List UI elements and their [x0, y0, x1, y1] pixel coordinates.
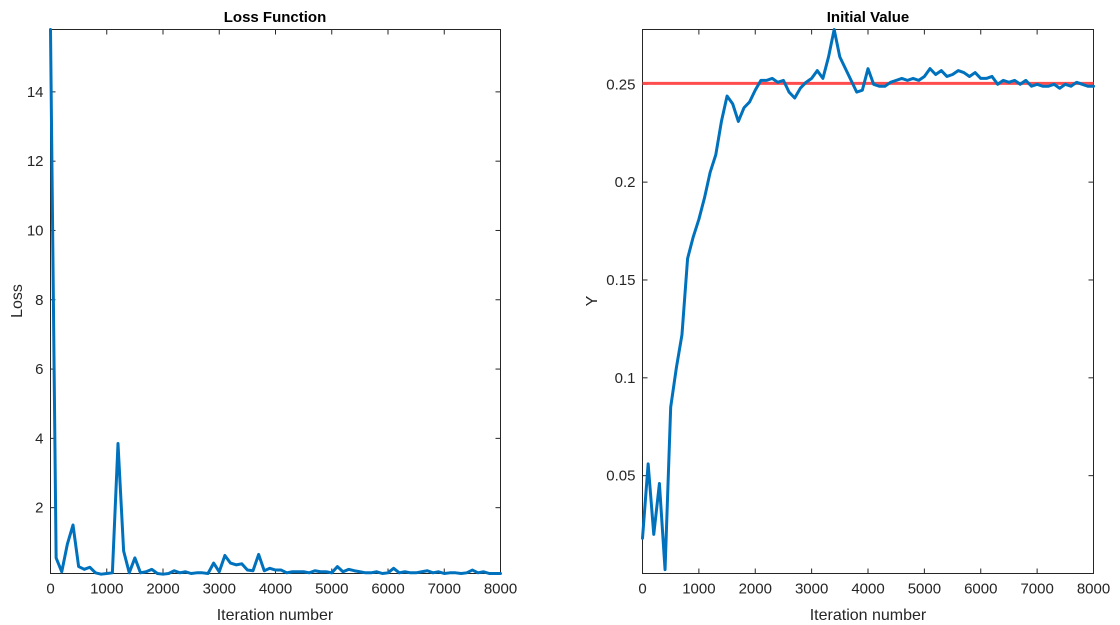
loss-x-tick-label: 6000 [371, 581, 404, 598]
loss-y-axis-label: Loss [9, 284, 26, 318]
initial-value-y-axis-label: Y [584, 295, 601, 306]
loss-y-tick-label: 4 [35, 430, 43, 447]
initial-value-x-tick-label: 1000 [682, 581, 715, 598]
initial-value-series-line [641, 28, 1095, 572]
loss-series-line [49, 28, 502, 576]
loss-x-tick-label: 3000 [203, 581, 236, 598]
loss-chart-title: Loss Function [224, 9, 327, 26]
initial-value-tick-labels: 0 1000 2000 3000 4000 5000 6000 7000 8000 0.05 0.1… [606, 76, 1110, 597]
loss-y-tick-label: 2 [35, 500, 43, 517]
loss-y-tick-label: 12 [27, 153, 44, 170]
loss-x-axis-label: Iteration number [217, 607, 334, 624]
initial-value-y-tick-label: 0.1 [615, 370, 636, 387]
loss-x-tick-label: 7000 [428, 581, 461, 598]
loss-x-tick-label: 8000 [484, 581, 517, 598]
loss-x-tick-label: 5000 [315, 581, 348, 598]
loss-function-panel: 0 1000 2000 3000 4000 5000 6000 7000 8000 2 4 6 8 10 1… [9, 9, 517, 624]
initial-value-y-tick-label: 0.05 [606, 468, 635, 485]
loss-y-tick-label: 8 [35, 292, 43, 309]
initial-value-y-tick-label: 0.15 [606, 272, 635, 289]
loss-x-tick-label: 2000 [146, 581, 179, 598]
initial-value-x-tick-label: 0 [638, 581, 646, 598]
loss-tick-labels: 0 1000 2000 3000 4000 5000 6000 7000 8000 2 4 6 8 10 1… [27, 84, 517, 598]
loss-x-tick-label: 0 [46, 581, 54, 598]
initial-value-x-tick-label: 4000 [851, 581, 884, 598]
initial-value-panel: 0 1000 2000 3000 4000 5000 6000 7000 8000 0.05 0.1… [584, 9, 1110, 624]
initial-value-y-tick-label: 0.25 [606, 76, 635, 93]
initial-value-x-tick-label: 8000 [1077, 581, 1110, 598]
initial-value-y-tick-label: 0.2 [615, 174, 636, 191]
initial-value-x-tick-label: 6000 [964, 581, 997, 598]
initial-value-x-tick-label: 7000 [1020, 581, 1053, 598]
loss-y-tick-label: 6 [35, 361, 43, 378]
initial-value-x-tick-label: 3000 [795, 581, 828, 598]
loss-y-tick-label: 10 [27, 222, 44, 239]
loss-series [49, 28, 502, 576]
loss-x-tick-label: 4000 [259, 581, 292, 598]
loss-y-tick-label: 14 [27, 84, 44, 101]
initial-value-x-tick-label: 5000 [908, 581, 941, 598]
loss-x-tick-label: 1000 [90, 581, 123, 598]
initial-value-x-tick-label: 2000 [739, 581, 772, 598]
initial-value-x-axis-label: Iteration number [810, 607, 927, 624]
initial-value-series [641, 28, 1095, 572]
initial-value-chart-title: Initial Value [827, 9, 910, 26]
